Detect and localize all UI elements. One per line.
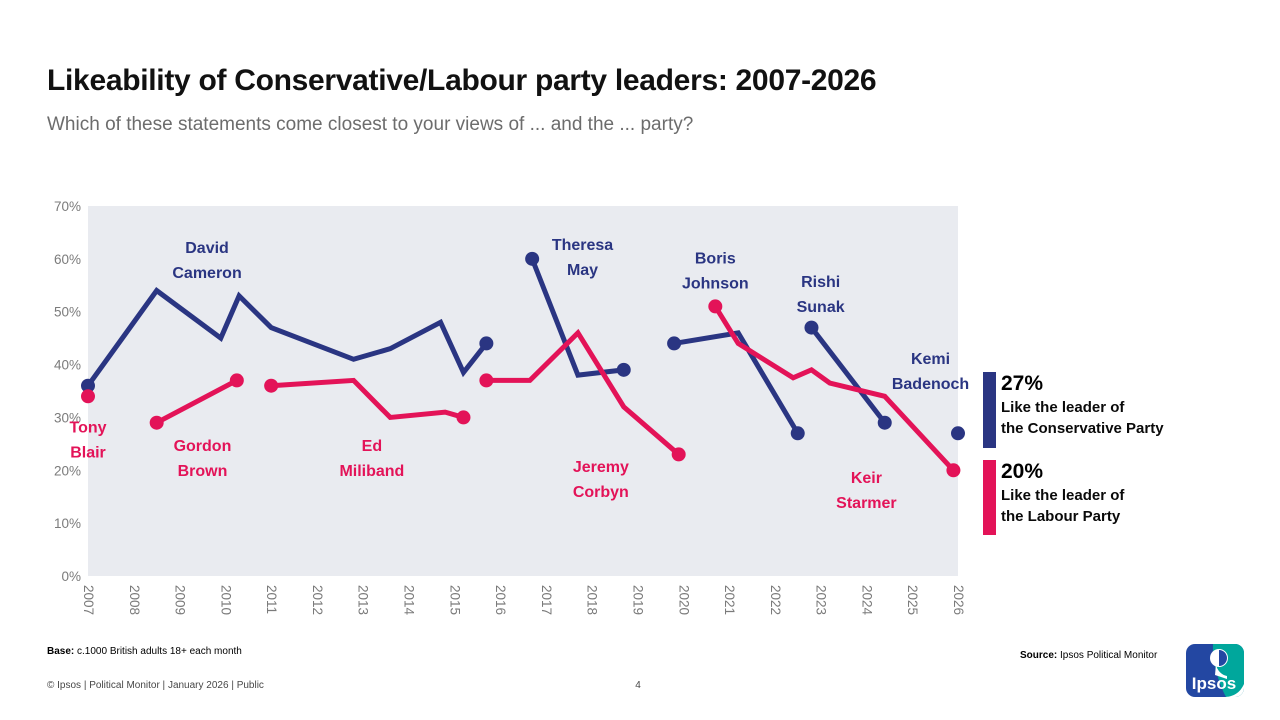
plot-area — [88, 206, 958, 576]
source-label: Source: — [1020, 650, 1058, 661]
leader-label-boris-johnson: Boris Johnson — [682, 250, 749, 292]
y-axis-tick-label: 10% — [54, 516, 81, 531]
x-axis-tick-label: 2022 — [768, 585, 783, 615]
data-point — [708, 299, 723, 314]
x-axis-tick-label: 2026 — [951, 585, 966, 615]
ipsos-logo: Ipsos — [1186, 644, 1244, 697]
y-axis-tick-label: 30% — [54, 410, 81, 425]
data-point — [616, 362, 631, 377]
logo-face-neck — [1215, 664, 1227, 679]
data-point — [877, 415, 892, 430]
data-point — [525, 251, 540, 266]
source-text: Ipsos Political Monitor — [1057, 650, 1158, 661]
x-axis-tick-label: 2013 — [356, 585, 371, 615]
x-axis-tick-label: 2024 — [859, 585, 874, 616]
base-label: Base: — [47, 646, 75, 657]
data-point — [264, 378, 279, 393]
data-point — [951, 426, 965, 441]
leader-label-ed-miliband: Ed Miliband — [339, 438, 404, 480]
labour-legend-line1: Like the leader of — [1001, 487, 1125, 504]
logo-swoosh — [1224, 684, 1244, 697]
logo-face-profile — [1219, 650, 1227, 666]
data-point — [946, 463, 961, 478]
legend-labour: 20% Like the leader of the Labour Party — [1001, 459, 1124, 527]
line-david-cameron — [85, 287, 489, 388]
labour-legend-line2: the Labour Party — [1001, 508, 1121, 525]
legend-conservative: 27% Like the leader of the Conservative … — [1001, 371, 1164, 439]
x-axis-tick-label: 2011 — [264, 585, 279, 614]
conservative-legend-line2: the Conservative Party — [1001, 420, 1164, 437]
x-axis-tick-label: 2012 — [310, 585, 325, 615]
legend-conservative-bar — [983, 372, 996, 448]
leader-label-kemi-badenoch: Kemi Badenoch — [892, 351, 969, 393]
page-number: 4 — [635, 680, 641, 691]
y-axis-tick-label: 50% — [54, 305, 81, 320]
labour-current-value: 20% — [1001, 460, 1044, 483]
y-axis-tick-label: 40% — [54, 358, 81, 373]
line-keir-starmer — [713, 305, 956, 472]
x-axis-tick-label: 2020 — [676, 585, 691, 615]
leader-label-theresa-may: Theresa May — [552, 237, 613, 279]
data-point — [671, 447, 686, 462]
line-boris-johnson — [673, 330, 800, 435]
data-point — [81, 378, 95, 393]
data-point — [456, 410, 471, 425]
data-point — [479, 336, 494, 351]
x-axis-tick-label: 2019 — [630, 585, 645, 615]
subtitle: Which of these statements come closest t… — [47, 114, 694, 135]
base-note: Base: c.1000 British adults 18+ each mon… — [47, 646, 242, 657]
x-axis-tick-label: 2016 — [493, 585, 508, 615]
data-point — [479, 373, 494, 388]
y-axis-tick-label: 60% — [54, 252, 81, 267]
leader-label-rishi-sunak: Rishi Sunak — [797, 274, 845, 316]
legend-labour-bar — [983, 460, 996, 535]
line-jeremy-corbyn — [486, 328, 681, 457]
line-gordon-brown — [155, 378, 238, 425]
y-axis-tick-label: 0% — [61, 569, 81, 584]
data-point — [149, 415, 164, 430]
x-axis-tick-label: 2025 — [905, 585, 920, 615]
data-point — [804, 320, 819, 335]
conservative-legend-line1: Like the leader of — [1001, 399, 1125, 416]
line-theresa-may — [529, 257, 625, 378]
x-axis-tick-label: 2018 — [585, 585, 600, 615]
logo-wordmark: Ipsos — [1192, 674, 1236, 693]
data-point — [790, 426, 805, 441]
leader-label-david-cameron: David Cameron — [172, 240, 241, 282]
leader-label-tony-blair: Tony Blair — [69, 420, 106, 462]
data-point — [667, 336, 682, 351]
x-axis-tick-label: 2021 — [722, 585, 737, 615]
source-note: Source: Ipsos Political Monitor — [1020, 650, 1157, 661]
leader-label-keir-starmer: Keir Starmer — [836, 470, 896, 512]
y-axis-tick-label: 70% — [54, 199, 81, 214]
x-axis-tick-label: 2017 — [539, 585, 554, 615]
x-axis-tick-label: 2014 — [402, 585, 417, 616]
x-axis-tick-label: 2010 — [218, 585, 233, 615]
x-axis-tick-label: 2015 — [447, 585, 462, 615]
copyright: © Ipsos | Political Monitor | January 20… — [47, 680, 264, 691]
x-axis-tick-label: 2007 — [81, 585, 96, 615]
x-axis-tick-label: 2009 — [173, 585, 188, 615]
base-text: c.1000 British adults 18+ each month — [74, 646, 242, 657]
y-axis-tick-label: 20% — [54, 463, 81, 478]
leader-label-gordon-brown: Gordon Brown — [174, 438, 232, 480]
line-ed-miliband — [270, 377, 465, 421]
leader-label-jeremy-corbyn: Jeremy Corbyn — [573, 459, 629, 501]
data-point — [81, 389, 95, 404]
x-axis-tick-label: 2023 — [814, 585, 829, 615]
page-title: Likeability of Conservative/Labour party… — [47, 64, 877, 97]
data-point — [229, 373, 244, 388]
x-axis-tick-label: 2008 — [127, 585, 142, 615]
line-rishi-sunak — [809, 326, 887, 425]
conservative-current-value: 27% — [1001, 372, 1044, 395]
